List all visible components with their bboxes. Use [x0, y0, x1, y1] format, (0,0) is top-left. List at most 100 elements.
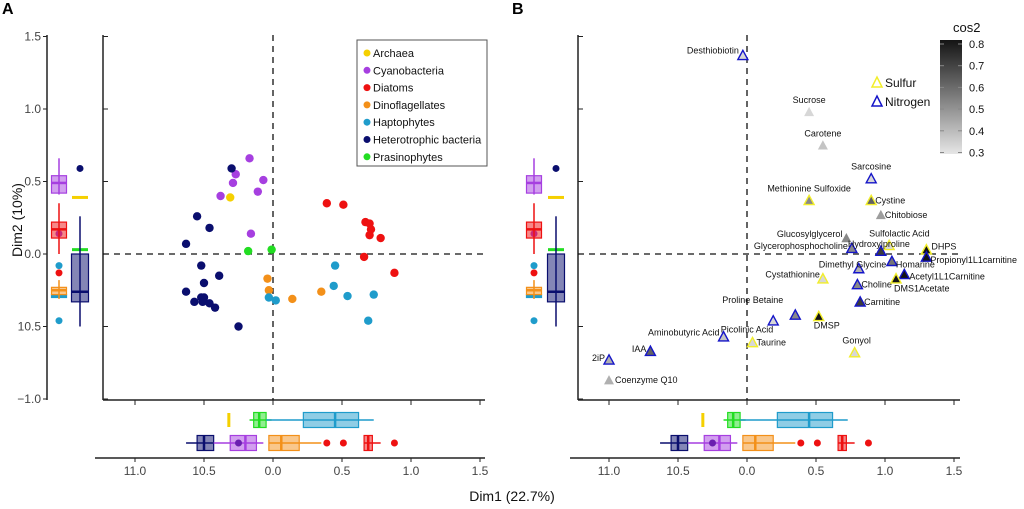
point-haptophytes	[364, 316, 373, 325]
point-dinoflagellates	[288, 294, 297, 304]
point-diatoms	[339, 200, 348, 209]
point-heterotrophic-bacteria	[227, 164, 236, 173]
legend-label: Prasinophytes	[373, 152, 443, 164]
point-diatoms	[390, 268, 399, 278]
y-boxplot-outlier	[55, 269, 63, 277]
legend-label: Haptophytes	[373, 117, 435, 129]
legend-marker	[363, 118, 371, 126]
panel-label-b: B	[512, 1, 524, 18]
legend-label: Nitrogen	[885, 95, 930, 109]
point-heterotrophic-bacteria	[210, 303, 220, 312]
colorbar-tick-label: 0.5	[969, 104, 984, 116]
point-label: Homarine	[896, 259, 935, 269]
panel-label-a: A	[2, 1, 14, 18]
legend-box	[356, 39, 488, 167]
point-label: Sucrose	[793, 95, 826, 105]
point-cyanobacteria	[259, 175, 268, 185]
x-boxplot-box-dinoflagellates	[742, 434, 774, 452]
x-boxplot-box-cyanobacteria	[703, 434, 732, 452]
point-label: DMSP	[814, 320, 840, 330]
y-axis-title: Dim2 (10%)	[9, 183, 25, 257]
point-label: Choline	[861, 279, 892, 289]
legend-label: Archaea	[373, 48, 415, 60]
point-cyanobacteria	[231, 170, 240, 179]
point-label: Carotene	[804, 128, 841, 138]
y-tick-label: 10.5	[18, 320, 42, 334]
point-dinoflagellates	[264, 286, 274, 295]
legend-label: Dinoflagellates	[373, 100, 446, 112]
x-boxplot-box-cyanobacteria	[229, 434, 258, 452]
point-label: Cystine	[875, 195, 905, 205]
point-homarine	[885, 254, 899, 267]
point-label: DHPS	[931, 242, 956, 252]
x-boxplot-point	[235, 439, 242, 447]
y-boxplot-outlier	[55, 317, 63, 325]
colorbar-tick-label: 0.6	[969, 82, 984, 94]
point-cystathionine	[816, 272, 830, 284]
point-label: Coenzyme Q10	[615, 375, 678, 385]
colorbar	[940, 40, 962, 154]
colorbar-title: cos2	[953, 20, 980, 35]
x-tick-label: 0.5	[334, 464, 351, 478]
point-label: Methionine Sulfoxide	[767, 183, 851, 193]
x-boxplot-box-dinoflagellates	[268, 434, 300, 452]
legend-marker	[363, 49, 371, 57]
y-boxplot-box-cyanobacteria	[50, 175, 68, 194]
legend-label: Diatoms	[373, 83, 414, 95]
point-heterotrophic-bacteria	[205, 223, 214, 233]
x-axis-title: Dim1 (22.7%)	[469, 488, 555, 504]
point-gonyol	[848, 346, 861, 358]
x-tick-label: 1.5	[946, 464, 963, 478]
y-boxplot-outlier	[530, 262, 538, 270]
point-sarcosine	[865, 172, 878, 184]
x-boxplot-outlier	[813, 439, 821, 447]
point-choline	[851, 277, 864, 290]
y-boxplot-outlier	[552, 164, 560, 172]
x-boxplot-box-haptophytes	[776, 411, 834, 429]
point-haptophytes	[369, 290, 378, 299]
colorbar-tick-label: 0.7	[969, 61, 984, 73]
point-heterotrophic-bacteria	[214, 271, 224, 280]
point-dms1acetate	[889, 272, 903, 284]
point-haptophytes	[343, 291, 352, 301]
y-boxplot-box-heterotrophic-bacteria	[546, 253, 566, 303]
point-label: Glucosylglycerol	[777, 229, 843, 239]
point-prasinophytes	[243, 246, 253, 256]
point-carotene	[817, 140, 828, 150]
point-diatoms	[359, 252, 369, 262]
point-heterotrophic-bacteria	[181, 287, 191, 296]
legend-marker	[363, 153, 371, 161]
y-tick-label: 1.0	[24, 102, 41, 116]
x-boxplot-box-heterotrophic-bacteria	[196, 434, 215, 452]
x-boxplot-outlier	[323, 439, 331, 447]
point-propionyl1l1carnitine	[920, 250, 933, 262]
point-sulfolactic-acid	[882, 238, 896, 251]
point-dinoflagellates	[317, 287, 326, 296]
point-label: IAA	[632, 344, 647, 354]
point-heterotrophic-bacteria	[234, 322, 243, 331]
point-prasinophytes	[267, 245, 276, 254]
point-picolinic-acid	[767, 314, 780, 326]
x-tick-label: 1.0	[877, 464, 894, 478]
point-label: Proline Betaine	[722, 295, 783, 305]
point-glucosylglycerol	[841, 233, 852, 243]
point-dinoflagellates	[263, 274, 272, 283]
x-boxplot-outlier	[390, 439, 398, 447]
legend-marker	[363, 66, 371, 74]
point-carnitine	[853, 295, 867, 307]
y-tick-label: 0.0	[24, 247, 41, 261]
y-tick-label: −1.0	[17, 392, 41, 406]
point-haptophytes	[264, 293, 274, 302]
y-boxplot-box-cyanobacteria	[525, 175, 543, 194]
point-diatoms	[322, 199, 332, 208]
point-taurine	[746, 335, 759, 348]
point-cyanobacteria	[245, 154, 254, 163]
y-boxplot-box-heterotrophic-bacteria	[70, 253, 90, 303]
legend-marker	[363, 84, 371, 92]
x-boxplot-point	[709, 439, 716, 447]
point-label: Gonyol	[842, 336, 871, 346]
point-label: Acetyl1L1Carnitine	[909, 271, 985, 281]
point-haptophytes	[330, 261, 340, 270]
point-chitobiose	[875, 209, 886, 220]
